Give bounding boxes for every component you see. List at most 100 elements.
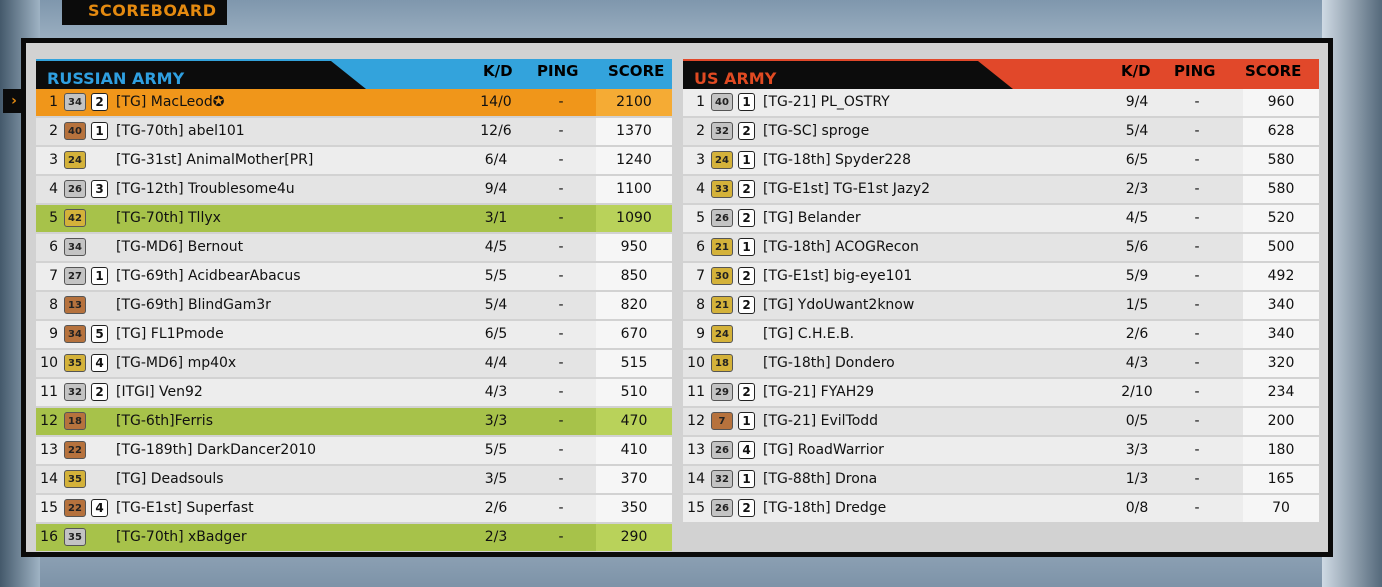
player-position: 7 bbox=[49, 268, 58, 284]
player-row[interactable]: 5 26 2 [TG] Belander 4/5 - 520 bbox=[683, 205, 1319, 232]
player-row[interactable]: 5 42 [TG-70th] Tllyx 3/1 - 1090 bbox=[36, 205, 672, 232]
col-kd[interactable]: K/D bbox=[483, 62, 513, 80]
score-cell-bg bbox=[596, 292, 672, 319]
player-position: 1 bbox=[49, 94, 58, 110]
score-cell-bg bbox=[596, 379, 672, 406]
player-kd: 5/9 bbox=[1125, 268, 1149, 284]
scoreboard-tab[interactable]: SCOREBOARD bbox=[62, 0, 227, 25]
rank-insignia-icon: 26 bbox=[711, 209, 733, 227]
player-score: 200 bbox=[1267, 413, 1295, 429]
team-name-plate bbox=[36, 61, 366, 89]
player-row[interactable]: 10 35 4 [TG-MD6] mp40x 4/4 - 515 bbox=[36, 350, 672, 377]
player-kd: 9/4 bbox=[1125, 94, 1149, 110]
player-position: 15 bbox=[687, 500, 705, 516]
player-ping: - bbox=[1194, 355, 1200, 371]
player-name: [TG] Belander bbox=[763, 210, 861, 226]
player-list: 1 40 1 [TG-21] PL_OSTRY 9/4-960 2 32 2 [TG-SC] s… bbox=[683, 89, 1319, 522]
player-ping: - bbox=[1194, 123, 1200, 139]
player-row[interactable]: 9 34 5 [TG] FL1Pmode 6/5 - 670 bbox=[36, 321, 672, 348]
player-row[interactable]: 14 32 1 [TG-88th] Drona 1/3 - 165 bbox=[683, 466, 1319, 493]
player-row[interactable]: 12 7 1 [TG-21] EvilTodd 0/5 - 200 bbox=[683, 408, 1319, 435]
rank-insignia-icon: 21 bbox=[711, 238, 733, 256]
player-ping: - bbox=[558, 500, 564, 516]
player-name: [TG-MD6] mp40x bbox=[116, 355, 237, 371]
player-row[interactable]: 1 40 1 [TG-21] PL_OSTRY 9/4 - 960 bbox=[683, 89, 1319, 116]
player-row[interactable]: 13 22 [TG-189th] DarkDancer2010 5/5 - 410 bbox=[36, 437, 672, 464]
player-position: 6 bbox=[49, 239, 58, 255]
player-score: 290 bbox=[620, 529, 648, 545]
player-ping: - bbox=[1194, 152, 1200, 168]
squad-number-badge: 2 bbox=[738, 180, 755, 198]
player-row[interactable]: 13 26 4 [TG] RoadWarrior 3/3 - 180 bbox=[683, 437, 1319, 464]
player-ping: - bbox=[558, 384, 564, 400]
player-kd: 5/5 bbox=[484, 442, 508, 458]
player-row[interactable]: 11 29 2 [TG-21] FYAH29 2/10 - 234 bbox=[683, 379, 1319, 406]
player-row[interactable]: 16 35 [TG-70th] xBadger 2/3 - 290 bbox=[36, 524, 672, 551]
player-name: [TG-12th] Troublesome4u bbox=[116, 181, 295, 197]
squad-number-badge: 1 bbox=[91, 267, 108, 285]
col-kd[interactable]: K/D bbox=[1121, 62, 1151, 80]
player-score: 670 bbox=[620, 326, 648, 342]
rank-insignia-icon: 21 bbox=[711, 296, 733, 314]
col-ping[interactable]: PING bbox=[1174, 62, 1216, 80]
player-position: 11 bbox=[687, 384, 705, 400]
player-row[interactable]: 3 24 1 [TG-18th] Spyder228 6/5 - 580 bbox=[683, 147, 1319, 174]
player-kd: 12/6 bbox=[480, 123, 512, 139]
player-row[interactable]: 10 18 [TG-18th] Dondero 4/3 - 320 bbox=[683, 350, 1319, 377]
player-ping: - bbox=[1194, 297, 1200, 313]
player-row[interactable]: 9 24 [TG] C.H.E.B. 2/6 - 340 bbox=[683, 321, 1319, 348]
player-score: 1370 bbox=[616, 123, 652, 139]
player-row[interactable]: 14 35 [TG] Deadsouls 3/5 - 370 bbox=[36, 466, 672, 493]
col-ping[interactable]: PING bbox=[537, 62, 579, 80]
player-row[interactable]: 4 26 3 [TG-12th] Troublesome4u 9/4 - 1100 bbox=[36, 176, 672, 203]
rank-insignia-icon: 35 bbox=[64, 354, 86, 372]
player-name: [TG-31st] AnimalMother[PR] bbox=[116, 152, 314, 168]
player-row[interactable]: 7 27 1 [TG-69th] AcidbearAbacus 5/5 - 850 bbox=[36, 263, 672, 290]
player-row[interactable]: 6 34 [TG-MD6] Bernout 4/5 - 950 bbox=[36, 234, 672, 261]
col-score[interactable]: SCORE bbox=[1245, 62, 1302, 80]
player-position: 9 bbox=[49, 326, 58, 342]
player-row[interactable]: 12 18 [TG-6th]Ferris 3/3 - 470 bbox=[36, 408, 672, 435]
player-name: [TG] FL1Pmode bbox=[116, 326, 224, 342]
player-row[interactable]: 3 24 [TG-31st] AnimalMother[PR] 6/4 - 1240 bbox=[36, 147, 672, 174]
player-row[interactable]: 1 34 2 [TG] MacLeod✪ 14/0 - 2100 bbox=[36, 89, 672, 116]
player-score: 2100 bbox=[616, 94, 652, 110]
player-ping: - bbox=[558, 413, 564, 429]
player-ping: - bbox=[1194, 442, 1200, 458]
player-ping: - bbox=[558, 152, 564, 168]
player-row[interactable]: 8 13 [TG-69th] BlindGam3r 5/4 - 820 bbox=[36, 292, 672, 319]
player-ping: - bbox=[558, 94, 564, 110]
player-ping: - bbox=[558, 442, 564, 458]
selected-player-marker: › bbox=[3, 89, 25, 113]
player-row[interactable]: 6 21 1 [TG-18th] ACOGRecon 5/6 - 500 bbox=[683, 234, 1319, 261]
player-score: 350 bbox=[620, 500, 648, 516]
squad-number-badge: 2 bbox=[738, 296, 755, 314]
player-row[interactable]: 7 30 2 [TG-E1st] big-eye101 5/9 - 492 bbox=[683, 263, 1319, 290]
score-cell-bg bbox=[596, 89, 672, 116]
player-name: [TG-18th] ACOGRecon bbox=[763, 239, 919, 255]
player-row[interactable]: 8 21 2 [TG] YdoUwant2know 1/5 - 340 bbox=[683, 292, 1319, 319]
player-score: 820 bbox=[620, 297, 648, 313]
player-row[interactable]: 15 26 2 [TG-18th] Dredge 0/8 - 70 bbox=[683, 495, 1319, 522]
rank-insignia-icon: 32 bbox=[711, 122, 733, 140]
player-ping: - bbox=[558, 239, 564, 255]
score-cell-bg bbox=[1243, 495, 1319, 522]
player-row[interactable]: 4 33 2 [TG-E1st] TG-E1st Jazy2 2/3 - 580 bbox=[683, 176, 1319, 203]
squad-number-badge: 2 bbox=[738, 267, 755, 285]
player-row[interactable]: 15 22 4 [TG-E1st] Superfast 2/6 - 350 bbox=[36, 495, 672, 522]
player-row[interactable]: 2 32 2 [TG-SC] sproge 5/4 - 628 bbox=[683, 118, 1319, 145]
player-ping: - bbox=[558, 326, 564, 342]
col-score[interactable]: SCORE bbox=[608, 62, 665, 80]
player-score: 180 bbox=[1267, 442, 1295, 458]
player-name: [TG] YdoUwant2know bbox=[763, 297, 915, 313]
player-kd: 3/5 bbox=[484, 471, 508, 487]
player-name: [TG-18th] Dredge bbox=[763, 500, 887, 516]
player-score: 515 bbox=[620, 355, 648, 371]
player-row[interactable]: 2 40 1 [TG-70th] abel101 12/6 - 1370 bbox=[36, 118, 672, 145]
rank-insignia-icon: 35 bbox=[64, 470, 86, 488]
rank-insignia-icon: 24 bbox=[711, 151, 733, 169]
player-kd: 2/6 bbox=[484, 500, 508, 516]
player-row[interactable]: 11 32 2 [ITGI] Ven92 4/3 - 510 bbox=[36, 379, 672, 406]
player-kd: 4/3 bbox=[1125, 355, 1149, 371]
player-ping: - bbox=[1194, 239, 1200, 255]
